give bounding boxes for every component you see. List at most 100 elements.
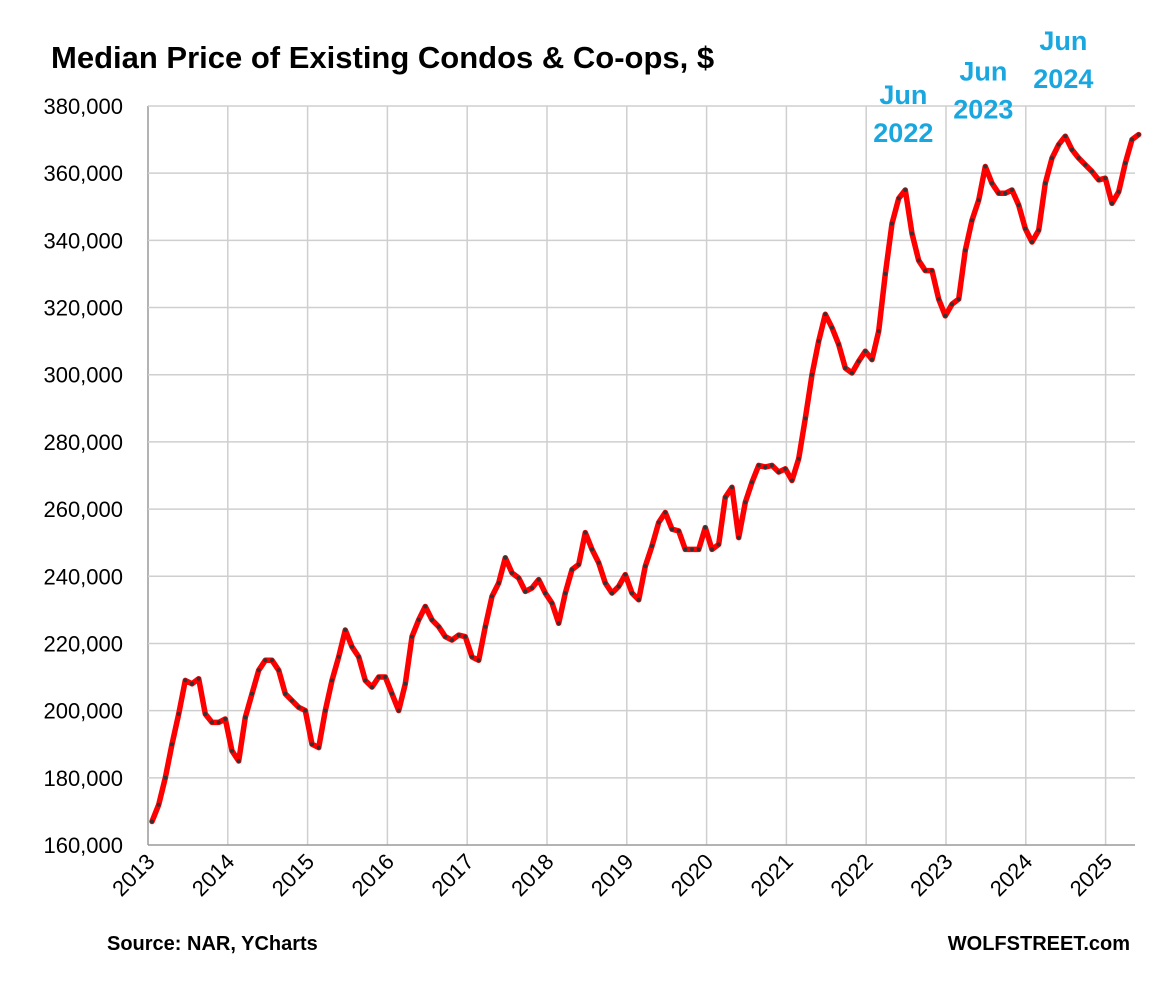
data-point <box>830 325 834 330</box>
data-point <box>250 691 254 696</box>
data-point <box>216 720 221 725</box>
data-point <box>730 485 734 490</box>
data-point <box>670 527 674 532</box>
data-point <box>490 594 494 599</box>
data-point <box>656 520 661 525</box>
data-point <box>910 231 914 236</box>
data-point <box>1070 147 1074 152</box>
data-point <box>563 591 568 596</box>
data-point <box>570 567 574 572</box>
data-point <box>156 802 161 807</box>
data-point <box>690 547 694 552</box>
annotation-label: Jun <box>1039 26 1087 56</box>
data-point <box>236 759 241 763</box>
data-point <box>870 357 874 362</box>
data-point <box>370 685 374 690</box>
y-tick-label: 320,000 <box>43 296 123 321</box>
data-point <box>1056 142 1061 147</box>
data-point <box>1043 181 1048 186</box>
data-point <box>283 691 288 696</box>
data-point <box>503 555 508 560</box>
data-point <box>650 544 654 548</box>
data-point <box>410 634 414 639</box>
data-point <box>403 681 408 686</box>
data-point <box>716 542 721 547</box>
data-point <box>743 500 748 505</box>
data-point <box>930 268 934 273</box>
data-point <box>783 466 788 471</box>
data-point <box>1030 240 1034 244</box>
y-tick-label: 340,000 <box>43 228 123 253</box>
data-point <box>536 577 541 582</box>
data-point <box>630 591 634 596</box>
data-point <box>590 547 594 552</box>
y-axis-tick-labels: 160,000 180,000 200,000 220,000 240,000 260,0… <box>43 94 123 858</box>
data-point <box>996 191 1001 196</box>
data-point <box>643 564 648 569</box>
data-point <box>723 495 728 500</box>
data-point <box>316 745 321 750</box>
data-point <box>483 624 488 629</box>
data-point <box>990 181 994 186</box>
data-point <box>256 668 261 673</box>
data-point <box>810 372 814 377</box>
data-point <box>430 617 434 622</box>
data-point <box>163 775 168 780</box>
data-point <box>170 742 174 747</box>
data-point <box>310 742 314 747</box>
data-point <box>390 691 394 696</box>
data-point <box>356 654 361 659</box>
data-point <box>576 562 581 567</box>
data-point <box>956 297 961 302</box>
data-point <box>1103 176 1108 181</box>
y-tick-label: 380,000 <box>43 94 123 119</box>
data-point <box>150 819 154 824</box>
data-point <box>556 621 561 626</box>
data-point <box>363 678 368 683</box>
data-point <box>596 560 601 565</box>
data-point <box>330 678 334 683</box>
data-point <box>416 617 421 622</box>
data-point <box>936 297 941 302</box>
data-point <box>803 416 808 421</box>
data-point <box>1090 169 1094 174</box>
data-point <box>950 302 954 307</box>
data-point <box>323 708 328 713</box>
chart-title: Median Price of Existing Condos & Co-ops… <box>51 40 714 75</box>
data-point <box>1010 188 1014 192</box>
data-point <box>756 463 761 468</box>
data-point <box>376 675 381 679</box>
data-point <box>1003 191 1008 196</box>
data-point <box>463 634 468 639</box>
data-point <box>530 586 534 590</box>
data-point <box>1083 162 1088 167</box>
data-point <box>696 547 701 552</box>
data-point <box>616 584 621 589</box>
data-point-markers <box>150 132 1141 824</box>
data-point <box>270 658 274 663</box>
y-tick-label: 260,000 <box>43 497 123 522</box>
data-point <box>1136 132 1141 137</box>
data-point <box>823 312 828 317</box>
y-tick-label: 220,000 <box>43 631 123 656</box>
data-point <box>703 525 708 530</box>
data-point <box>850 371 854 375</box>
y-tick-label: 180,000 <box>43 766 123 791</box>
data-point <box>903 188 908 192</box>
data-point <box>790 478 794 483</box>
data-point <box>303 708 308 713</box>
data-point <box>816 339 821 344</box>
data-point <box>796 456 801 461</box>
data-point <box>510 570 514 575</box>
data-point <box>916 258 921 263</box>
data-point <box>350 644 354 649</box>
data-point <box>943 313 948 318</box>
data-point <box>1016 203 1021 208</box>
y-tick-label: 160,000 <box>43 833 123 858</box>
data-point <box>863 349 868 354</box>
data-point <box>396 708 401 713</box>
annotation-label: 2022 <box>873 118 933 148</box>
data-point <box>1116 189 1121 194</box>
data-point <box>450 638 454 643</box>
data-point <box>1063 134 1068 139</box>
